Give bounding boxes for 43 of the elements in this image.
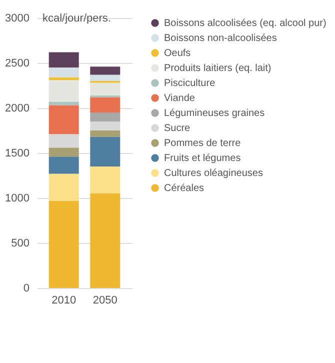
legend-label: Pisciculture: [164, 78, 216, 89]
y-tick-label: 500: [11, 238, 30, 250]
x-tick-label: 2050: [92, 294, 118, 306]
legend-label: Cultures oléagineuses: [164, 168, 263, 179]
y-tick-label: 1000: [5, 192, 30, 204]
legend-label: Légumineuses graines: [164, 108, 265, 119]
legend-label: Boissons non-alcoolisées: [164, 33, 277, 44]
bar: [48, 80, 79, 102]
bar: [48, 52, 79, 68]
bar: [90, 136, 120, 166]
y-tick-label: 2000: [5, 102, 30, 114]
legend-label: Sucre: [164, 123, 191, 134]
y-axis-title: kcal/jour/pers.: [42, 12, 111, 24]
x-tick-label: 2010: [52, 294, 76, 306]
bar: [90, 130, 120, 137]
bar: [48, 134, 79, 148]
y-tick-label: 0: [23, 282, 30, 294]
bar: [90, 74, 120, 81]
bar: [90, 166, 120, 194]
y-tick-label: 3000: [5, 12, 30, 24]
legend-label: Produits laitiers (eq. lait): [164, 63, 272, 74]
bar: [48, 200, 79, 288]
legend-label: Céréales: [164, 183, 204, 194]
bar: [48, 102, 79, 106]
legend-label: Oeufs: [164, 48, 191, 59]
bar: [90, 66, 120, 75]
bar: [90, 82, 120, 96]
bar: [48, 174, 79, 201]
bar: [48, 68, 79, 78]
y-tick-label: 2500: [5, 58, 30, 70]
bar: [48, 148, 79, 157]
legend-label: Viande: [164, 93, 196, 104]
bar: [90, 122, 120, 130]
bar: [48, 156, 79, 174]
bar: [90, 97, 120, 112]
bar: [90, 112, 120, 122]
bar: [48, 77, 79, 80]
bar: [90, 194, 120, 288]
legend-label: Fruits et légumes: [164, 153, 241, 164]
bar: [48, 105, 79, 134]
y-tick-label: 1500: [5, 148, 30, 160]
legend-label: Boissons alcoolisées (eq. alcool pur): [164, 18, 326, 29]
legend-label: Pommes de terre: [164, 138, 242, 149]
